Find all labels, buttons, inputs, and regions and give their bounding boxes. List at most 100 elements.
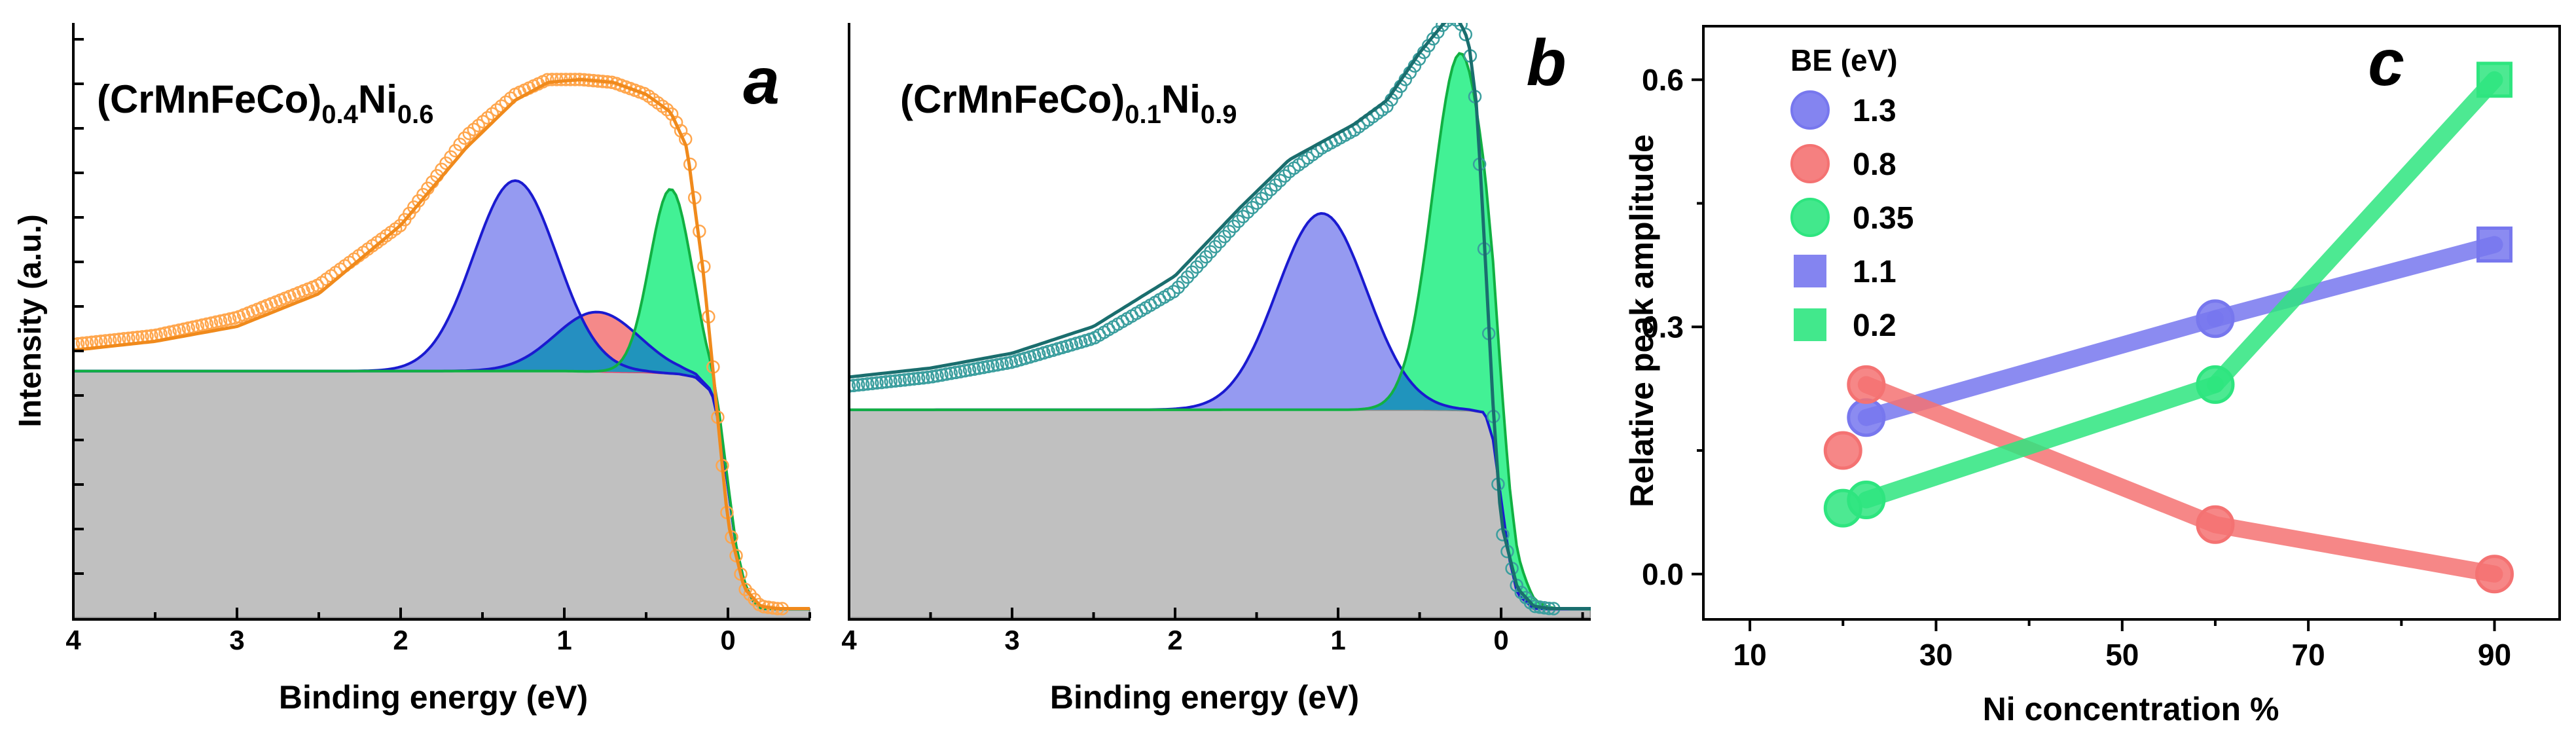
panel-c-plot-area [1823, 62, 2514, 594]
panel-c-x-tick-label: 50 [2105, 638, 2139, 672]
panel-b-data-point [990, 357, 1004, 372]
panel-a-letter: a [743, 45, 780, 118]
panel-b-data-point [870, 376, 884, 390]
panel-b-data-point [1440, 23, 1454, 27]
panel-a-data-point [218, 313, 232, 327]
panel-b-component-edge-1 [849, 52, 1591, 611]
panel-b-data-point [1436, 23, 1449, 32]
legend-marker-0.8 [1790, 144, 1830, 183]
panel-c-x-axis-label: Ni concentration % [1983, 691, 2279, 727]
panel-b-data-point [1167, 285, 1180, 299]
panel-b-data-point [958, 364, 972, 378]
panel-a-data-point [467, 122, 481, 137]
marker-be-0.8 [1823, 431, 1862, 470]
marker-be-1.3 [2196, 299, 2235, 339]
panel-b-data-point [1231, 214, 1246, 229]
panel-b-plot-area [848, 23, 1591, 619]
panel-b-x-tick-label: 1 [1330, 625, 1345, 655]
panel-b-data-point [1241, 205, 1255, 219]
panel-b-letter: b [1526, 26, 1566, 100]
panel-c-letter: c [2368, 26, 2404, 100]
marker-be-0.35 [1847, 481, 1886, 520]
marker-be-1.3 [1847, 398, 1886, 437]
panel-b-data-point [1447, 23, 1456, 24]
panel-b-data-point [1459, 27, 1473, 41]
panel-b-data-point [972, 361, 986, 375]
panel-a-data-point [471, 119, 486, 133]
panel-a-x-tick-label: 4 [65, 625, 81, 655]
panel-b-data-point [902, 373, 916, 386]
panel-b-axes [848, 23, 1591, 621]
panel-b-data-point [1426, 32, 1440, 46]
panel-a-data-point [223, 312, 237, 326]
panel-b-fit-line [848, 23, 1591, 610]
panel-b-data-point [995, 357, 1009, 371]
marker-be-0.8 [2196, 505, 2235, 544]
panel-b-data-point [962, 363, 977, 377]
panel-c: 10 30 50 70 90 0.0 0.3 0.6 BE (eV) 1.3 0.8 0.35 1.… [1624, 25, 2561, 727]
panel-b-data-point [907, 372, 921, 386]
marker-be-0.2 [2476, 62, 2513, 98]
panel-a-axes [72, 23, 810, 621]
panel-b: 4 3 2 1 0 (CrMnFeCo)0.1Ni0.9 b Binding energ… [841, 23, 1591, 716]
legend-marker-0.2 [1794, 308, 1826, 341]
panel-b-data-point [926, 370, 939, 384]
panel-a-x-ticks: 4 3 2 1 0 [65, 608, 811, 655]
panel-a-y-ticks [73, 38, 84, 575]
panel-c-x-tick-label: 30 [1919, 638, 1953, 672]
panel-c-legend: BE (eV) 1.3 0.8 0.35 1.1 0.2 [1790, 43, 1914, 343]
panel-a-x-tick-label: 1 [556, 625, 571, 655]
panel-b-background-area [848, 409, 1591, 619]
panel-a-x-axis-label: Binding energy (eV) [279, 679, 588, 716]
panel-b-data-point [1254, 191, 1269, 206]
panel-a-data-point [458, 131, 471, 145]
panel-a-y-axis-label: Intensity (a.u.) [13, 214, 48, 427]
panel-a-x-tick-label: 0 [720, 625, 735, 655]
panel-b-data-point [879, 375, 893, 389]
panel-b-data-point [1431, 25, 1445, 39]
panel-b-data-point [1245, 200, 1260, 215]
panel-b-data-point [1278, 169, 1292, 183]
panel-a-data-point [660, 103, 674, 117]
legend-label-1.1: 1.1 [1853, 255, 1896, 289]
panel-a-data-point [540, 73, 554, 86]
panel-b-data-point [898, 373, 912, 387]
panel-b-data-point [1260, 187, 1273, 201]
panel-a-sample-label: (CrMnFeCo)0.4Ni0.6 [97, 77, 434, 129]
panel-b-data-point [1264, 183, 1278, 196]
panel-a-plot-area [72, 73, 810, 619]
panel-b-data-point [921, 371, 935, 384]
panel-b-data-point [977, 360, 990, 375]
panel-c-y-tick-label: 0.0 [1642, 557, 1684, 591]
panel-b-data-point [911, 371, 926, 386]
panel-b-data-point [986, 359, 1000, 373]
marker-be-0.8 [2475, 555, 2514, 594]
marker-be-0.35 [2196, 365, 2235, 404]
panel-b-data-point [1450, 23, 1462, 27]
legend-label-0.2: 0.2 [1853, 308, 1896, 343]
panel-b-data-point [944, 366, 958, 380]
panel-b-data-point [1236, 210, 1250, 224]
panel-b-data-point [930, 369, 944, 383]
panel-b-data-point [1000, 356, 1014, 370]
panel-b-data-point [916, 371, 930, 385]
panel-a: 4 3 2 1 0 (CrMnFeCo)0.4Ni0.6 a Binding energ… [13, 23, 811, 716]
panel-b-x-ticks: 4 3 2 1 0 [841, 608, 1584, 655]
panel-c-x-tick-label: 10 [1733, 638, 1767, 672]
legend-title: BE (eV) [1790, 43, 1898, 77]
panel-b-data-point [884, 375, 898, 388]
panel-a-data-point [490, 103, 504, 117]
panel-c-ticks: 10 30 50 70 90 0.0 0.3 0.6 [1642, 63, 2511, 672]
panel-a-x-tick-label: 3 [229, 625, 244, 655]
panel-a-component-edge-2 [73, 188, 810, 611]
panel-a-data-point [209, 315, 223, 329]
panel-a-data-point [485, 107, 499, 121]
legend-marker-1.3 [1790, 90, 1830, 130]
panel-a-background-area [72, 370, 810, 619]
trend-line-1.1 [2207, 236, 2503, 327]
panel-c-y-tick-label: 0.6 [1642, 63, 1684, 97]
trend-line-0.2 [2207, 71, 2503, 394]
legend-marker-0.35 [1790, 198, 1830, 237]
panel-b-data-point [893, 373, 907, 388]
